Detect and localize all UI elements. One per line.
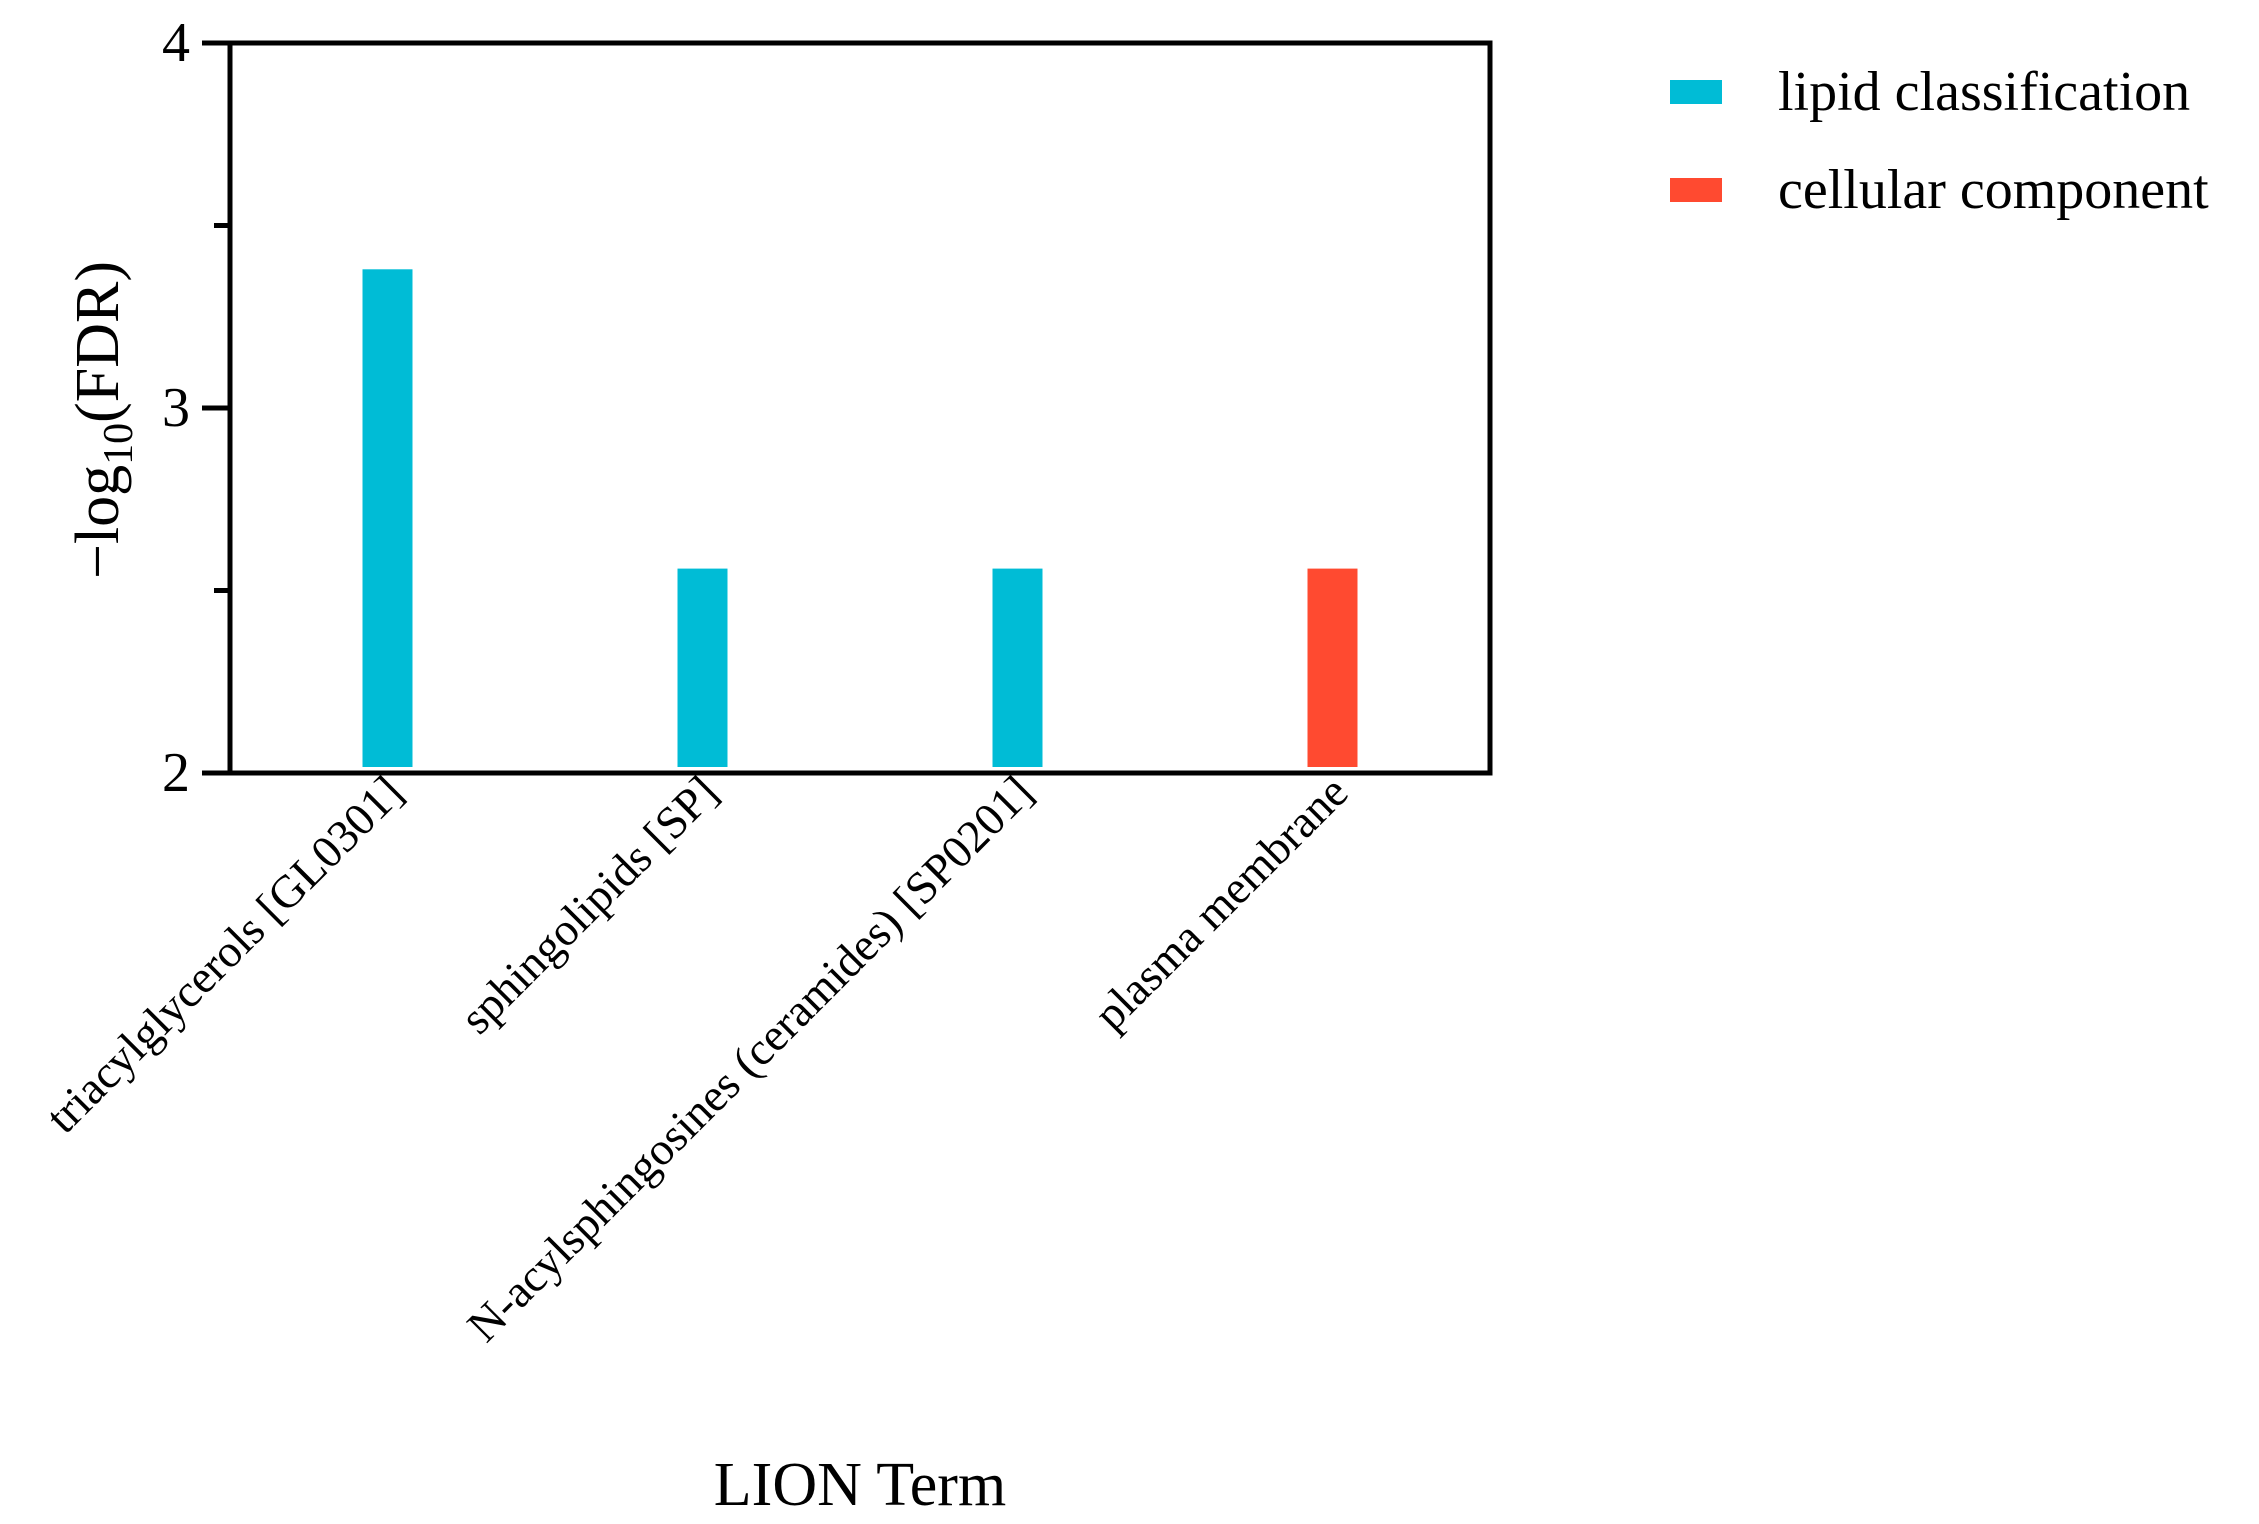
- x-category-label: sphingolipids [SP]: [450, 766, 727, 1043]
- x-axis-category-labels: triacylglycerols [GL0301] sphingolipids […: [36, 766, 1358, 1351]
- legend: lipid classification cellular component: [1670, 61, 2209, 221]
- x-category-label: triacylglycerols [GL0301]: [36, 766, 413, 1143]
- bar: [992, 568, 1043, 767]
- legend-label: cellular component: [1778, 159, 2209, 221]
- y-axis-title: −log10(FDR): [64, 261, 142, 579]
- bar: [1307, 568, 1358, 767]
- x-axis-title: LION Term: [714, 1451, 1006, 1519]
- bars: [362, 269, 1358, 767]
- y-axis-title-tail: (FDR): [64, 261, 132, 423]
- y-axis: 2 3 4: [162, 12, 230, 804]
- x-category-label: plasma membrane: [1084, 766, 1358, 1040]
- x-category-label: N-acylsphingosines (ceramides) [SP0201]: [457, 766, 1042, 1351]
- y-tick-label: 2: [162, 742, 190, 804]
- legend-swatch: [1670, 178, 1722, 202]
- plot-frame: [227, 40, 1493, 776]
- legend-label: lipid classification: [1778, 61, 2190, 123]
- y-axis-title-main: −log: [64, 465, 132, 579]
- legend-swatch: [1670, 80, 1722, 104]
- bar: [362, 269, 413, 767]
- bar: [677, 568, 728, 767]
- y-axis-title-subscript: 10: [96, 423, 142, 465]
- y-tick-label: 4: [162, 12, 190, 74]
- y-tick-label: 3: [162, 377, 190, 439]
